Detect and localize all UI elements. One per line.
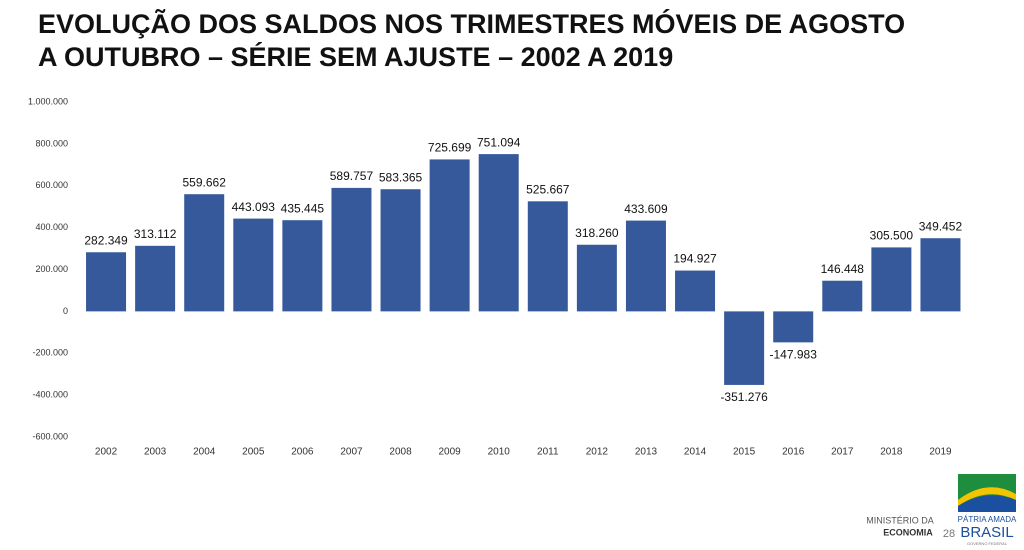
x-tick-label: 2005	[242, 447, 265, 458]
x-tick-label: 2011	[537, 447, 559, 458]
logo-text: GOVERNO FEDERAL	[967, 541, 1008, 546]
bar	[86, 252, 127, 312]
bar	[429, 159, 470, 312]
value-label: 443.093	[232, 200, 276, 214]
chart-title: EVOLUÇÃO DOS SALDOS NOS TRIMESTRES MÓVEI…	[38, 9, 906, 72]
x-tick-label: 2003	[144, 447, 167, 458]
y-tick-label: 1.000.000	[28, 96, 68, 106]
value-label: 282.349	[84, 233, 128, 247]
x-tick-label: 2004	[193, 447, 216, 458]
bar	[135, 245, 176, 312]
bar	[920, 238, 961, 312]
value-label: 349.452	[919, 219, 963, 233]
x-tick-label: 2013	[635, 447, 658, 458]
bar	[380, 189, 421, 312]
value-label: 433.609	[624, 202, 668, 216]
x-tick-label: 2015	[733, 447, 756, 458]
value-label: 318.260	[575, 226, 619, 240]
value-label: 305.500	[870, 229, 914, 243]
value-label: 583.365	[379, 170, 423, 184]
footer-text: ECONOMIA	[883, 527, 933, 537]
bar	[233, 218, 274, 312]
logo-text: BRASIL	[960, 524, 1013, 541]
bar	[724, 311, 765, 385]
footer-text: MINISTÉRIO DA	[866, 515, 934, 525]
bar	[625, 220, 666, 312]
bar	[675, 270, 716, 312]
y-tick-label: -200.000	[32, 348, 68, 358]
logo-text: PÁTRIA AMADA	[958, 515, 1017, 524]
value-label: 525.667	[526, 182, 570, 196]
bar	[184, 194, 225, 312]
value-label: 559.662	[183, 175, 227, 189]
x-tick-label: 2007	[340, 447, 363, 458]
x-tick-label: 2012	[586, 447, 609, 458]
bar	[331, 187, 372, 312]
value-label: 725.699	[428, 141, 472, 155]
y-tick-label: -400.000	[32, 390, 68, 400]
bar	[822, 280, 863, 312]
x-tick-label: 2016	[782, 447, 805, 458]
x-tick-label: 2006	[291, 447, 314, 458]
y-tick-label: 400.000	[35, 222, 68, 232]
y-tick-label: 800.000	[35, 138, 68, 148]
x-tick-label: 2009	[439, 447, 462, 458]
value-label: 751.094	[477, 135, 521, 149]
y-tick-label: 200.000	[35, 264, 68, 274]
page-number: 28	[943, 528, 955, 540]
logo	[958, 474, 1016, 512]
y-tick-label: -600.000	[32, 431, 68, 441]
value-label: 194.927	[673, 252, 717, 266]
bar	[282, 220, 323, 312]
value-label: 435.445	[281, 201, 325, 215]
bar	[576, 244, 617, 312]
value-label: 313.112	[134, 227, 177, 241]
x-tick-label: 2019	[929, 447, 952, 458]
x-tick-label: 2010	[488, 447, 511, 458]
bar	[478, 154, 519, 312]
x-tick-label: 2002	[95, 447, 118, 458]
value-label: -351.276	[720, 390, 768, 404]
x-tick-label: 2018	[880, 447, 903, 458]
value-label: 589.757	[330, 169, 374, 183]
x-tick-label: 2008	[389, 447, 412, 458]
y-tick-label: 0	[63, 306, 68, 316]
x-tick-label: 2017	[831, 447, 854, 458]
x-tick-label: 2014	[684, 447, 707, 458]
bar	[773, 311, 814, 343]
bar	[871, 247, 912, 312]
y-tick-label: 600.000	[35, 180, 68, 190]
value-label: 146.448	[821, 262, 865, 276]
bar	[527, 201, 568, 312]
value-label: -147.983	[770, 348, 818, 362]
